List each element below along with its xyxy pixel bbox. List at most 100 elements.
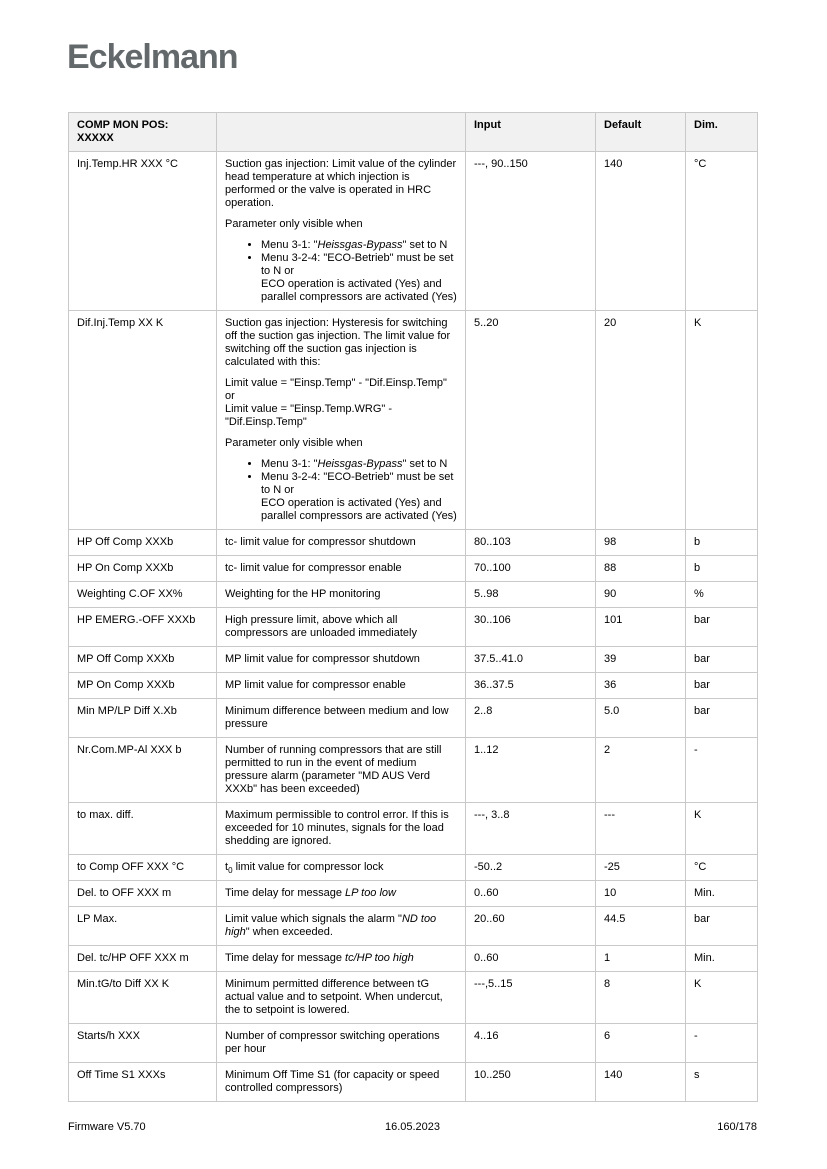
input-cell: 10..250 (465, 1062, 596, 1102)
dim-cell: bar (685, 672, 758, 699)
input-cell: 36..37.5 (465, 672, 596, 699)
table-row: Del. tc/HP OFF XXX m Time delay for messa… (68, 945, 758, 972)
param-cell: Min MP/LP Diff X.Xb (68, 698, 217, 738)
table-row: MP On Comp XXXb MP limit value for compre… (68, 672, 758, 699)
dim-cell: % (685, 581, 758, 608)
bullet-list: Menu 3-1: "Heissgas-Bypass" set to NMenu… (225, 239, 457, 304)
table-row: to Comp OFF XXX °C t0 limit value for com… (68, 854, 758, 881)
default-cell: 8 (595, 971, 686, 1024)
footer-page-number: 160/178 (717, 1121, 757, 1133)
table-row: HP EMERG.-OFF XXXb High pressure limit, a… (68, 607, 758, 647)
table-row: MP Off Comp XXXb MP limit value for compr… (68, 646, 758, 673)
default-cell: 39 (595, 646, 686, 673)
default-cell: 44.5 (595, 906, 686, 946)
description-cell: Weighting for the HP monitoring (216, 581, 466, 608)
header-dim: Dim. (685, 112, 758, 152)
description-paragraph: Maximum permissible to control error. If… (225, 809, 449, 847)
description-cell: Suction gas injection: Limit value of th… (216, 151, 466, 311)
description-cell: MP limit value for compressor shutdown (216, 646, 466, 673)
default-cell: 88 (595, 555, 686, 582)
description-cell: Number of compressor switching operation… (216, 1023, 466, 1063)
description-paragraph: Weighting for the HP monitoring (225, 588, 381, 600)
dim-cell: °C (685, 151, 758, 311)
dim-cell: K (685, 802, 758, 855)
dim-cell: Min. (685, 945, 758, 972)
parameter-table: COMP MON POS: XXXXX Input Default Dim. I… (68, 112, 758, 1102)
description-paragraph: Minimum permitted difference between tG … (225, 978, 443, 1016)
description-cell: Suction gas injection: Hysteresis for sw… (216, 310, 466, 530)
table-row: HP Off Comp XXXb tc- limit value for comp… (68, 529, 758, 556)
param-cell: Inj.Temp.HR XXX °C (68, 151, 217, 311)
description-cell: t0 limit value for compressor lock (216, 854, 466, 881)
bullet-item: Menu 3-1: "Heissgas-Bypass" set to N (261, 458, 457, 471)
input-cell: ---,5..15 (465, 971, 596, 1024)
default-cell: 140 (595, 1062, 686, 1102)
dim-cell: bar (685, 698, 758, 738)
input-cell: ---, 90..150 (465, 151, 596, 311)
dim-cell: bar (685, 607, 758, 647)
page-footer: Firmware V5.70 16.05.2023 160/178 (68, 1121, 757, 1135)
table-row: Nr.Com.MP-Al XXX b Number of running comp… (68, 737, 758, 803)
default-cell: 20 (595, 310, 686, 530)
table-row: to max. diff. Maximum permissible to cont… (68, 802, 758, 855)
description-paragraph: Minimum difference between medium and lo… (225, 705, 449, 730)
header-input: Input (465, 112, 596, 152)
param-cell: Min.tG/to Diff XX K (68, 971, 217, 1024)
default-cell: 1 (595, 945, 686, 972)
description-cell: High pressure limit, above which all com… (216, 607, 466, 647)
table-row: Inj.Temp.HR XXX °C Suction gas injection:… (68, 151, 758, 311)
param-cell: Nr.Com.MP-Al XXX b (68, 737, 217, 803)
description-paragraph: Number of compressor switching operation… (225, 1030, 440, 1055)
input-cell: 4..16 (465, 1023, 596, 1063)
description-paragraph: Number of running compressors that are s… (225, 744, 442, 795)
dim-cell: K (685, 310, 758, 530)
description-cell: Time delay for message LP too low (216, 880, 466, 907)
input-cell: 5..20 (465, 310, 596, 530)
description-paragraph: tc- limit value for compressor shutdown (225, 536, 416, 548)
description-paragraph: Limit value = "Einsp.Temp" - "Dif.Einsp.… (225, 377, 447, 428)
description-paragraph: Parameter only visible when (225, 218, 363, 230)
default-cell: --- (595, 802, 686, 855)
table-row: Min MP/LP Diff X.Xb Minimum difference be… (68, 698, 758, 738)
param-cell: Starts/h XXX (68, 1023, 217, 1063)
input-cell: 37.5..41.0 (465, 646, 596, 673)
dim-cell: bar (685, 646, 758, 673)
description-paragraph: Parameter only visible when (225, 437, 363, 449)
default-cell: 36 (595, 672, 686, 699)
param-cell: Del. to OFF XXX m (68, 880, 217, 907)
table-row: LP Max. Limit value which signals the ala… (68, 906, 758, 946)
footer-date: 16.05.2023 (384, 1121, 441, 1133)
input-cell: 0..60 (465, 945, 596, 972)
input-cell: 0..60 (465, 880, 596, 907)
description-cell: tc- limit value for compressor enable (216, 555, 466, 582)
dim-cell: s (685, 1062, 758, 1102)
description-cell: Time delay for message tc/HP too high (216, 945, 466, 972)
description-cell: Minimum Off Time S1 (for capacity or spe… (216, 1062, 466, 1102)
footer-firmware-version: Firmware V5.70 (68, 1121, 146, 1133)
description-paragraph: Time delay for message LP too low (225, 887, 396, 899)
description-paragraph: High pressure limit, above which all com… (225, 614, 417, 639)
header-param: COMP MON POS: XXXXX (68, 112, 217, 152)
bullet-item: Menu 3-2-4: "ECO-Betrieb" must be set to… (261, 252, 457, 304)
table-row: Weighting C.OF XX% Weighting for the HP m… (68, 581, 758, 608)
table-row: Off Time S1 XXXs Minimum Off Time S1 (for… (68, 1062, 758, 1102)
bullet-item: Menu 3-1: "Heissgas-Bypass" set to N (261, 239, 457, 252)
param-cell: LP Max. (68, 906, 217, 946)
default-cell: 6 (595, 1023, 686, 1063)
dim-cell: - (685, 1023, 758, 1063)
dim-cell: K (685, 971, 758, 1024)
input-cell: -50..2 (465, 854, 596, 881)
description-paragraph: MP limit value for compressor enable (225, 679, 406, 691)
default-cell: 98 (595, 529, 686, 556)
table-row: Starts/h XXX Number of compressor switchi… (68, 1023, 758, 1063)
param-cell: MP Off Comp XXXb (68, 646, 217, 673)
input-cell: 30..106 (465, 607, 596, 647)
default-cell: 10 (595, 880, 686, 907)
param-cell: Dif.Inj.Temp XX K (68, 310, 217, 530)
param-cell: HP Off Comp XXXb (68, 529, 217, 556)
bullet-item: Menu 3-2-4: "ECO-Betrieb" must be set to… (261, 471, 457, 523)
input-cell: 80..103 (465, 529, 596, 556)
dim-cell: b (685, 555, 758, 582)
description-paragraph: MP limit value for compressor shutdown (225, 653, 420, 665)
